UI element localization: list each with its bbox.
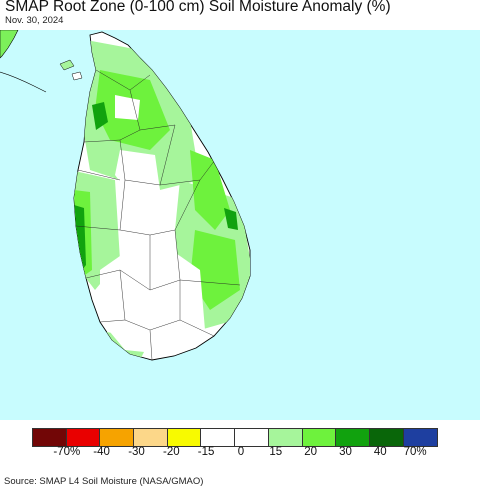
district-boundary: [99, 319, 126, 323]
legend-tick: 15: [269, 446, 283, 458]
district-boundary: [75, 225, 121, 231]
legend-tick: -30: [128, 446, 145, 458]
map-date: Nov. 30, 2024: [5, 15, 64, 26]
legend-swatch: [235, 429, 269, 446]
legend-swatch: [268, 429, 303, 446]
legend-tick: -20: [162, 446, 180, 458]
legend-tick: 70%: [403, 446, 427, 458]
soil-moisture-map: [0, 30, 480, 420]
mainland-coast: [0, 71, 47, 93]
legend-swatch: [302, 429, 337, 446]
district-boundary: [77, 169, 121, 181]
legend-swatch: [336, 429, 370, 446]
legend-swatch: [167, 429, 202, 446]
legend-swatch: [134, 429, 168, 446]
legend-swatch: [33, 429, 67, 446]
legend-tick: 30: [339, 446, 352, 458]
anomaly-zone-southeast-bright: [190, 230, 240, 310]
legend-swatch: [403, 429, 438, 446]
normal-zone-south: [100, 235, 205, 355]
mainland-india: [0, 30, 19, 59]
legend-swatch: [369, 429, 404, 446]
legend-swatch: [66, 429, 101, 446]
district-boundary: [179, 319, 215, 337]
legend-tick: 20: [304, 446, 317, 458]
legend-swatch: [100, 429, 135, 446]
legend-ticks: -70% -40 -30 -20 -15 0 15 20 30 40 70%: [32, 446, 450, 462]
anomaly-zone-east-bright: [190, 150, 230, 230]
legend-color-bar: [32, 428, 439, 447]
district-boundary: [119, 124, 176, 186]
anomaly-zone-east-dark: [224, 208, 238, 230]
jaffna-islet: [71, 71, 83, 81]
map-title: SMAP Root Zone (0-100 cm) Soil Moisture …: [5, 0, 391, 15]
normal-zone-central: [115, 150, 160, 195]
legend-swatch: [201, 429, 236, 446]
anomaly-zone-nw-dark: [92, 102, 108, 130]
jaffna-islet: [59, 59, 75, 71]
normal-zone-north: [115, 95, 140, 120]
legend-tick: 0: [237, 446, 245, 458]
source-credit: Source: SMAP L4 Soil Moisture (NASA/GMAO…: [4, 476, 204, 487]
legend-tick: 40: [373, 446, 387, 458]
district-boundary: [149, 329, 153, 360]
legend-tick: -70%: [53, 446, 81, 458]
legend-tick: -15: [197, 446, 215, 458]
legend-tick: -40: [93, 446, 110, 458]
